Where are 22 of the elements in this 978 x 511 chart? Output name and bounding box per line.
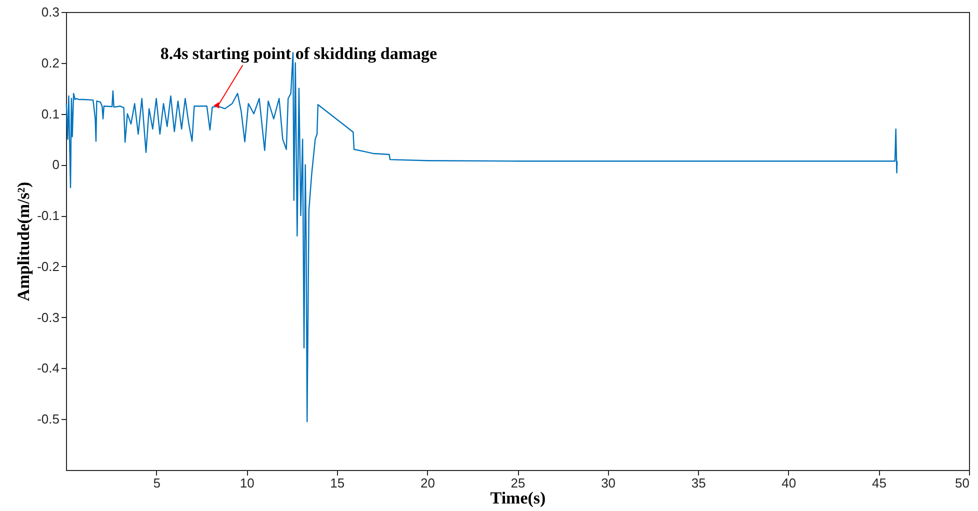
y-tick-label: -0.5	[37, 412, 60, 427]
x-tick-label: 25	[510, 476, 526, 490]
y-axis-title: Amplitude(m/s²)	[14, 182, 34, 302]
annotation: 8.4s starting point of skidding damage	[160, 44, 438, 64]
y-tick-label: -0.1	[37, 208, 60, 224]
y-tick-label: 0.1	[41, 106, 60, 122]
x-tick-label: 40	[782, 476, 796, 490]
y-tick-label: 0	[52, 157, 60, 172]
x-tick-label: 30	[601, 476, 616, 490]
x-tick-label: 5	[153, 476, 160, 490]
y-tick-label: -0.3	[37, 310, 60, 325]
x-tick-label: 50	[955, 476, 970, 490]
x-tick-label: 35	[691, 476, 706, 490]
y-tick-label: -0.2	[37, 258, 60, 274]
x-tick-label: 20	[420, 476, 435, 490]
x-tick-label: 45	[872, 476, 886, 490]
y-tick-label: -0.4	[37, 360, 60, 376]
y-tick-label: 0.3	[41, 4, 60, 20]
x-tick-label: 15	[330, 476, 345, 490]
x-tick-label: 10	[240, 476, 254, 490]
y-tick-label: 0.2	[41, 55, 60, 70]
x-axis-title: Time(s)	[490, 488, 546, 508]
